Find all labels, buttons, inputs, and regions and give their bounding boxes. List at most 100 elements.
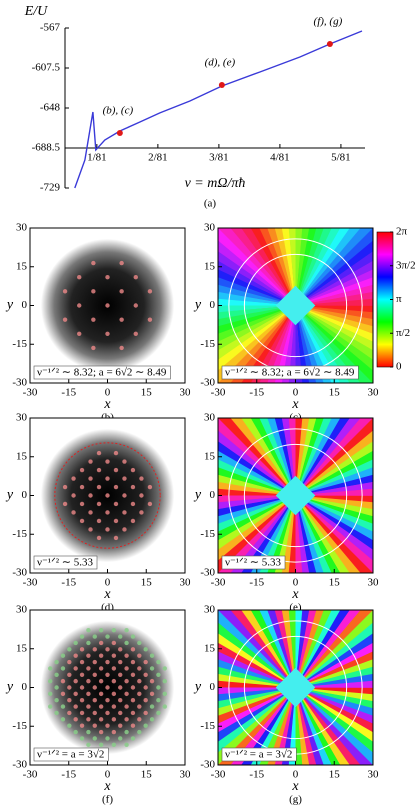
x-axis-label: x [103,587,111,602]
phase-wedge [295,418,373,496]
panel-image [30,418,185,573]
vortex-dot [105,647,110,652]
vortex-dot [79,685,85,690]
y-tick-label: 30 [16,604,28,616]
vortex-dot [71,493,76,498]
vortex-dot [111,640,117,646]
vortex-dot [124,729,129,735]
phase-wedge [218,305,296,313]
vortex-dot [105,634,110,639]
phase-wedge [295,305,303,383]
vortex-dot [86,653,91,658]
vortex-dot [147,317,153,322]
vortex-dot [79,518,85,524]
vortex-dot [77,275,82,280]
vortex-dot [111,691,117,697]
y-tick-label: 15 [16,642,28,654]
phase-wedge [218,687,296,709]
phase-wedge [295,610,373,688]
y-axis-label: E/U [24,4,48,19]
vortex-dot [113,484,119,490]
panel-image [218,610,373,765]
phase-wedge [295,495,303,573]
phase-wedge [218,228,296,306]
phase-wedge [218,687,296,765]
vortex-dot [122,493,127,498]
phase-wedge [295,474,373,496]
y-tick-label: -15 [12,528,27,540]
vortex-dot [105,723,110,728]
phase-wedge [295,430,373,496]
vortex-dot [60,717,66,722]
vortex-dot [77,331,82,336]
vortex-dot [98,678,104,684]
vortex-dot [162,691,167,697]
vortex-dot [86,704,91,709]
vortex-dot [111,653,117,658]
x-tick-label: 15 [141,577,153,589]
vortex-dot [124,742,129,747]
vortex-dot [73,640,78,646]
annotation-box [221,555,286,570]
vortex-dot [137,666,142,671]
phase-wedge [288,305,296,383]
x-axis-label: x [103,397,111,412]
x-tick-label: -30 [23,769,38,781]
vortex-dot [156,659,161,665]
vortex-dot [92,710,97,716]
phase-wedge [218,298,296,306]
vortex-dot [137,729,142,735]
vortex-dot [98,742,104,747]
vortex-dot [105,275,110,280]
y-tick-label: -15 [200,528,215,540]
vortex-dot [79,484,85,490]
vortex-dot [79,723,85,728]
phase-wedge [218,305,296,327]
vortex-dot [122,510,127,515]
phase-wedge [295,284,373,306]
y-tick-label: 0 [210,681,216,693]
phase-wedge [267,610,296,688]
phase-wedge [295,687,310,765]
x-tick-label: 2/81 [148,152,168,164]
vortex-dot [96,484,102,490]
phase-wedge [295,495,324,573]
phase-wedge [281,228,296,306]
y-tick-label: 30 [204,604,216,616]
x-tick-label: 3/81 [209,152,229,164]
boundary-ring [243,635,348,740]
x-tick-label: 0 [105,769,111,781]
phase-wedge [218,495,296,517]
vortex-dot [86,717,91,722]
vortex-dot [92,736,97,741]
y-tick-label: -30 [12,567,27,579]
vortex-dot [79,467,85,473]
vortex-dot [79,736,85,741]
vortex-dot [124,640,129,646]
vortex-dot [86,729,91,735]
vortex-dot [147,289,153,294]
vortex-dot [105,303,110,308]
vortex-dot [149,653,155,658]
phase-wedge [295,305,350,383]
vortex-dot [92,685,97,690]
vortex-dot [124,678,129,684]
x-tick-label: 4/81 [270,152,290,164]
annotation: (d), (e) [205,57,236,69]
phase-wedge [230,610,296,688]
vortex-dot [98,691,104,697]
vortex-dot [60,653,66,658]
marked-point [218,81,225,88]
vortex-dot [118,736,123,741]
annotation-box [221,747,297,762]
phase-wedge [218,305,296,320]
phase-wedge [295,680,373,688]
vortex-dot [105,659,110,665]
phase-wedge [295,228,303,306]
vortex-dot [111,666,117,671]
vortex-dot [156,698,161,703]
vortex-dot [86,691,91,697]
vortex-dot [105,710,110,716]
phase-wedge [218,687,296,695]
vortex-dot [86,640,91,646]
